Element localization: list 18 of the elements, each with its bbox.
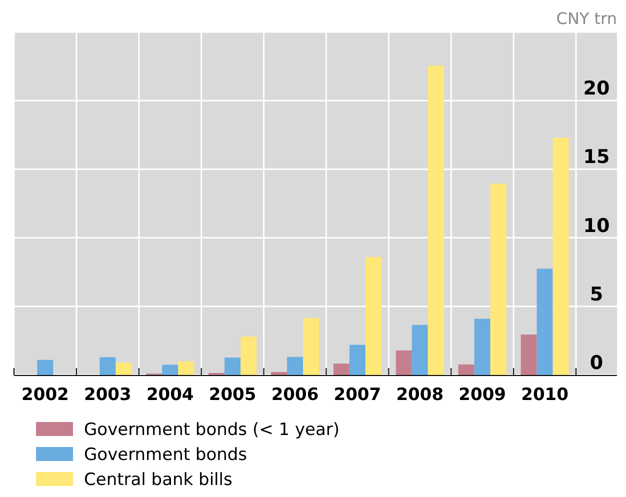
y-axis-title: CNY trn xyxy=(556,9,617,28)
legend-label: Government bonds xyxy=(84,445,248,465)
y-tick-label: 0 xyxy=(590,352,604,374)
x-tick-label: 2006 xyxy=(271,385,319,405)
y-tick-label: 20 xyxy=(583,78,610,100)
x-tick-label: 2002 xyxy=(22,385,69,405)
x-tick-label: 2003 xyxy=(84,385,132,405)
legend-label: Central bank bills xyxy=(84,470,232,490)
x-tick-label: 2009 xyxy=(458,385,506,405)
x-tick-label: 2007 xyxy=(334,385,382,405)
x-tick-label: 2008 xyxy=(396,385,444,405)
y-tick-label: 10 xyxy=(583,214,610,237)
legend-label: Government bonds (< 1 year) xyxy=(84,420,340,440)
y-tick-label: 15 xyxy=(583,146,610,168)
x-tick-label: 2004 xyxy=(146,385,194,405)
x-tick-label: 2005 xyxy=(208,385,256,405)
y-tick-label: 5 xyxy=(590,283,604,306)
x-tick-label: 2010 xyxy=(521,385,569,405)
